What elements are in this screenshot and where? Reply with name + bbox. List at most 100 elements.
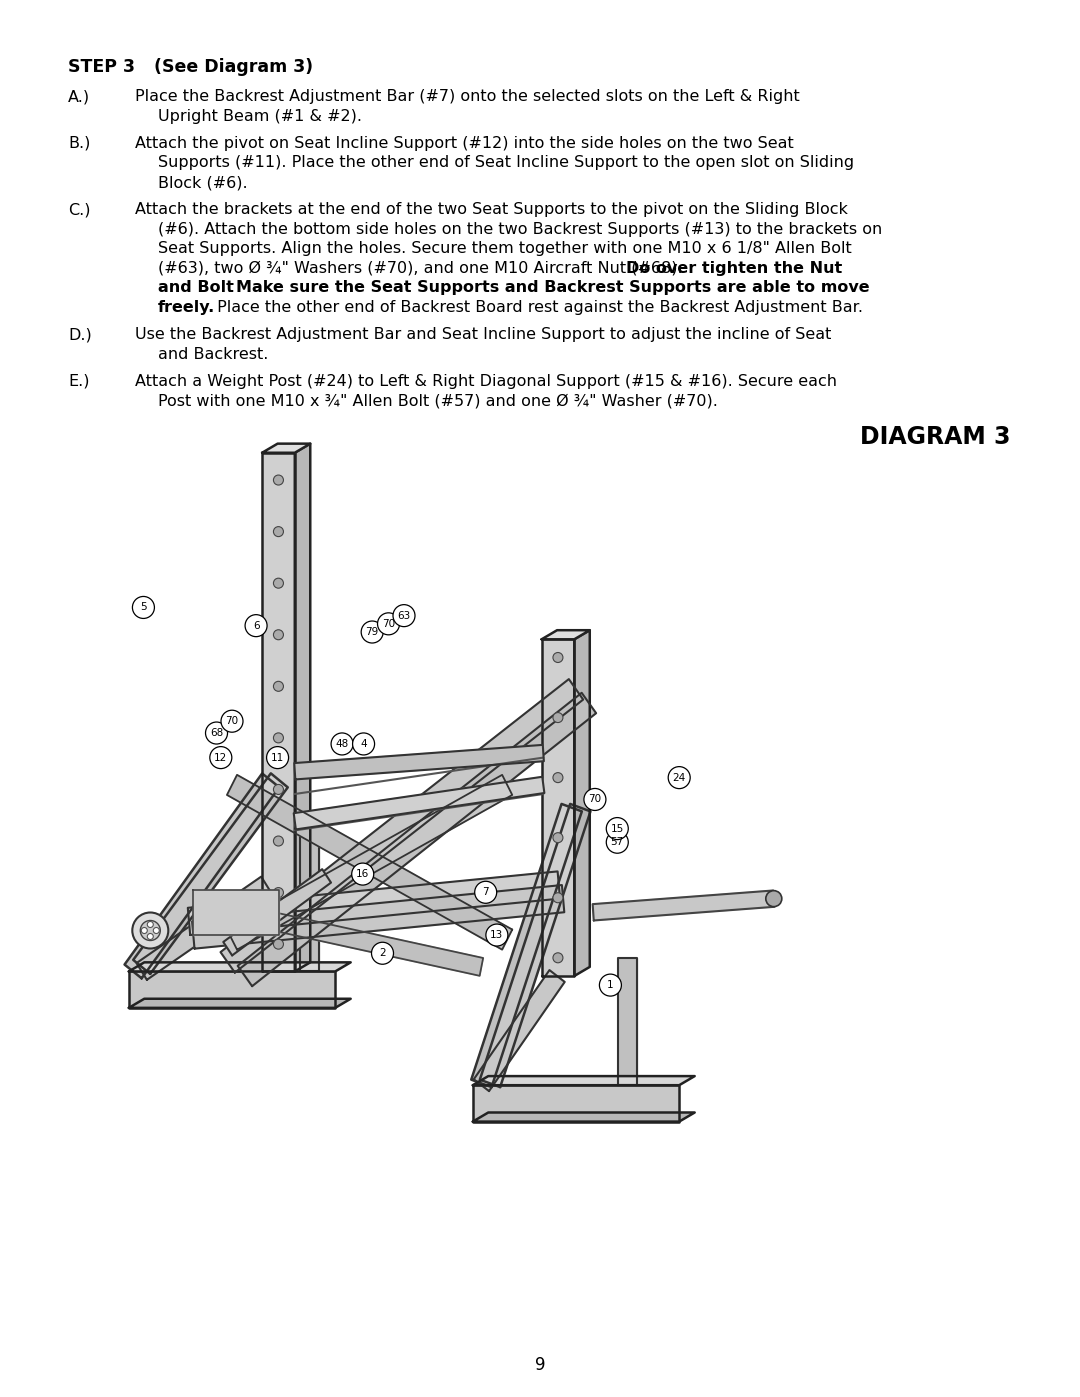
Text: 7: 7 xyxy=(483,887,489,897)
Circle shape xyxy=(553,712,563,722)
Text: Attach a Weight Post (#24) to Left & Right Diagonal Support (#15 & #16). Secure : Attach a Weight Post (#24) to Left & Rig… xyxy=(135,374,837,388)
Text: 48: 48 xyxy=(336,739,349,749)
Polygon shape xyxy=(124,774,280,978)
Text: 63: 63 xyxy=(397,610,410,620)
Text: D.): D.) xyxy=(68,327,92,342)
Text: 68: 68 xyxy=(210,728,224,738)
Text: 9: 9 xyxy=(535,1356,545,1375)
Circle shape xyxy=(766,891,782,907)
Polygon shape xyxy=(575,630,590,977)
Circle shape xyxy=(378,613,400,634)
Circle shape xyxy=(553,893,563,902)
Polygon shape xyxy=(300,830,319,971)
Polygon shape xyxy=(129,971,335,1007)
Circle shape xyxy=(221,710,243,732)
Text: Use the Backrest Adjustment Bar and Seat Incline Support to adjust the incline o: Use the Backrest Adjustment Bar and Seat… xyxy=(135,327,832,342)
Circle shape xyxy=(273,785,283,795)
Polygon shape xyxy=(220,679,583,972)
Circle shape xyxy=(372,942,393,964)
Text: Block (#6).: Block (#6). xyxy=(158,175,247,190)
Polygon shape xyxy=(618,958,637,1085)
Circle shape xyxy=(553,652,563,662)
Text: Upright Beam (#1 & #2).: Upright Beam (#1 & #2). xyxy=(158,109,362,124)
Polygon shape xyxy=(294,777,544,830)
Circle shape xyxy=(273,527,283,536)
Polygon shape xyxy=(133,774,287,974)
Circle shape xyxy=(606,831,629,854)
Text: 5: 5 xyxy=(140,602,147,612)
Text: and Backrest.: and Backrest. xyxy=(158,346,268,362)
Text: Make sure the Seat Supports and Backrest Supports are able to move: Make sure the Seat Supports and Backrest… xyxy=(237,281,869,295)
Circle shape xyxy=(606,817,629,840)
Circle shape xyxy=(352,863,374,886)
Text: 57: 57 xyxy=(610,837,624,847)
Circle shape xyxy=(332,733,353,754)
Text: Attach the pivot on Seat Incline Support (#12) into the side holes on the two Se: Attach the pivot on Seat Incline Support… xyxy=(135,136,794,151)
Polygon shape xyxy=(129,963,351,971)
Circle shape xyxy=(141,928,147,933)
Polygon shape xyxy=(541,630,590,640)
Polygon shape xyxy=(480,803,591,1087)
Circle shape xyxy=(205,722,228,745)
Text: 24: 24 xyxy=(673,773,686,782)
Text: STEP 3: STEP 3 xyxy=(68,59,135,75)
Polygon shape xyxy=(474,970,565,1091)
Circle shape xyxy=(393,605,415,627)
Circle shape xyxy=(584,788,606,810)
Polygon shape xyxy=(473,1076,694,1085)
Polygon shape xyxy=(473,1112,694,1122)
Polygon shape xyxy=(262,453,295,971)
Circle shape xyxy=(273,835,283,847)
Circle shape xyxy=(245,615,267,637)
Polygon shape xyxy=(188,872,561,935)
Circle shape xyxy=(140,921,160,940)
Circle shape xyxy=(133,912,168,949)
Circle shape xyxy=(553,953,563,963)
Text: Seat Supports. Align the holes. Secure them together with one M10 x 6 1/8" Allen: Seat Supports. Align the holes. Secure t… xyxy=(158,242,852,256)
Text: (#6). Attach the bottom side holes on the two Backrest Supports (#13) to the bra: (#6). Attach the bottom side holes on th… xyxy=(158,222,882,237)
Polygon shape xyxy=(295,444,310,971)
Text: 70: 70 xyxy=(382,619,395,629)
Polygon shape xyxy=(227,775,512,950)
Text: Do over tighten the Nut: Do over tighten the Nut xyxy=(626,261,842,275)
Text: 70: 70 xyxy=(589,795,602,805)
Polygon shape xyxy=(473,1085,679,1122)
Circle shape xyxy=(273,887,283,898)
Circle shape xyxy=(147,922,153,928)
Text: freely.: freely. xyxy=(158,300,215,314)
Polygon shape xyxy=(136,877,271,979)
Polygon shape xyxy=(224,869,332,956)
Text: Supports (#11). Place the other end of Seat Incline Support to the open slot on : Supports (#11). Place the other end of S… xyxy=(158,155,854,170)
Text: 79: 79 xyxy=(365,627,379,637)
Polygon shape xyxy=(541,640,575,977)
Text: 6: 6 xyxy=(253,620,259,630)
Text: 2: 2 xyxy=(379,949,386,958)
Text: Place the Backrest Adjustment Bar (#7) onto the selected slots on the Left & Rig: Place the Backrest Adjustment Bar (#7) o… xyxy=(135,89,800,105)
Polygon shape xyxy=(593,890,774,921)
Circle shape xyxy=(273,475,283,485)
Circle shape xyxy=(273,578,283,588)
Text: 4: 4 xyxy=(361,739,367,749)
Circle shape xyxy=(352,733,375,754)
Polygon shape xyxy=(294,745,544,780)
Circle shape xyxy=(273,733,283,743)
Text: (#63), two Ø ¾" Washers (#70), and one M10 Aircraft Nut (#68).: (#63), two Ø ¾" Washers (#70), and one M… xyxy=(158,261,688,275)
Text: 70: 70 xyxy=(226,717,239,726)
Circle shape xyxy=(273,682,283,692)
Polygon shape xyxy=(193,890,280,935)
Text: C.): C.) xyxy=(68,203,91,218)
Circle shape xyxy=(267,746,288,768)
Text: 1: 1 xyxy=(607,981,613,990)
Circle shape xyxy=(669,767,690,789)
Text: DIAGRAM 3: DIAGRAM 3 xyxy=(860,425,1010,448)
Text: .: . xyxy=(227,281,238,295)
Circle shape xyxy=(361,622,383,643)
Polygon shape xyxy=(471,803,582,1087)
Polygon shape xyxy=(129,999,351,1007)
Text: 13: 13 xyxy=(490,930,503,940)
Text: 15: 15 xyxy=(610,824,624,834)
Circle shape xyxy=(486,923,508,946)
Circle shape xyxy=(210,746,232,768)
Polygon shape xyxy=(227,775,512,950)
Polygon shape xyxy=(262,444,310,453)
